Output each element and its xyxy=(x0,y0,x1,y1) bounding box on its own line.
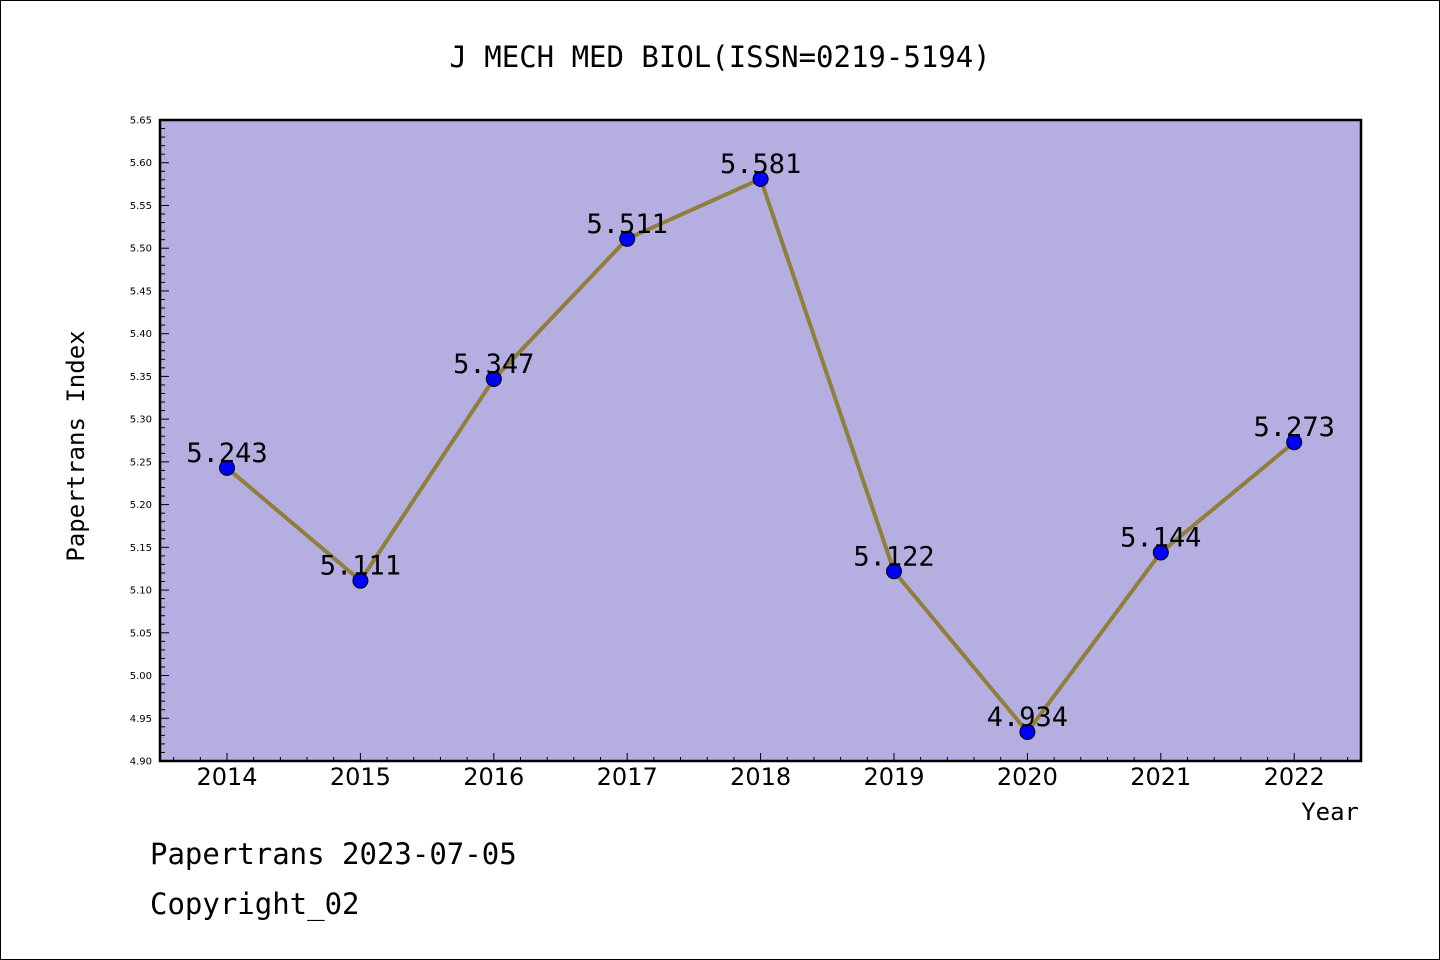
y-tick-label: 5.60 xyxy=(130,158,152,169)
data-label: 5.347 xyxy=(453,349,534,380)
data-label: 5.243 xyxy=(186,438,267,469)
data-point xyxy=(886,563,902,580)
x-tick-label: 2019 xyxy=(863,763,924,791)
y-tick-label: 5.65 xyxy=(130,116,152,127)
data-label: 4.934 xyxy=(987,702,1068,733)
data-point xyxy=(219,459,235,476)
data-point xyxy=(485,370,502,387)
y-tick-label: 4.90 xyxy=(130,757,152,768)
x-tick-label: 2022 xyxy=(1264,763,1325,791)
x-axis: 2014 2015 2016 2017 2018 2019 2020 2021 2022 xyxy=(173,753,1349,791)
data-label: 5.111 xyxy=(320,551,401,582)
data-label: 5.581 xyxy=(720,149,801,180)
y-tick-label: 5.00 xyxy=(130,671,152,682)
data-label: 5.273 xyxy=(1254,412,1335,443)
x-tick-label: 2016 xyxy=(463,763,524,791)
y-axis-label: Papertrans Index xyxy=(62,330,90,561)
y-tick-label: 5.35 xyxy=(130,372,152,383)
chart-title: J MECH MED BIOL(ISSN=0219-5194) xyxy=(449,40,990,74)
y-axis: 4.90 4.95 5.00 5.05 5.10 5.15 5.20 5.25 5.30 5.35… xyxy=(130,116,169,768)
x-tick-label: 2020 xyxy=(997,763,1058,791)
data-label: 5.144 xyxy=(1120,522,1201,553)
footer-date: Papertrans 2023-07-05 xyxy=(150,837,517,871)
y-tick-label: 5.05 xyxy=(130,628,152,639)
y-tick-label: 5.25 xyxy=(130,457,152,468)
y-tick-label: 5.15 xyxy=(130,543,152,554)
y-tick-label: 5.40 xyxy=(130,329,152,340)
footer-copyright: Copyright_02 xyxy=(150,887,360,922)
y-tick-label: 5.20 xyxy=(130,500,152,511)
y-tick-label: 5.45 xyxy=(130,286,152,297)
x-tick-label: 2014 xyxy=(196,763,257,791)
data-markers xyxy=(219,170,1303,740)
plot-area xyxy=(158,118,1363,763)
data-point xyxy=(352,572,369,589)
x-axis-label: Year xyxy=(1301,798,1359,826)
data-point xyxy=(1152,544,1169,561)
x-tick-label: 2017 xyxy=(597,763,658,791)
y-tick-label: 5.50 xyxy=(130,244,152,255)
data-point xyxy=(752,170,769,187)
y-tick-label: 4.95 xyxy=(130,714,152,725)
y-tick-label: 5.30 xyxy=(130,415,152,426)
data-point xyxy=(619,230,636,247)
x-tick-label: 2015 xyxy=(330,763,391,791)
data-label: 5.511 xyxy=(587,209,668,240)
x-tick-label: 2018 xyxy=(730,763,791,791)
data-point xyxy=(1019,723,1036,740)
x-tick-label: 2021 xyxy=(1130,763,1191,791)
y-tick-label: 5.10 xyxy=(130,586,152,597)
data-point xyxy=(1286,434,1303,451)
y-tick-label: 5.55 xyxy=(130,201,152,212)
data-label: 5.122 xyxy=(853,541,934,572)
data-labels: 5.243 5.111 5.347 5.511 5.581 5.122 4.934 5.144… xyxy=(186,149,1334,733)
